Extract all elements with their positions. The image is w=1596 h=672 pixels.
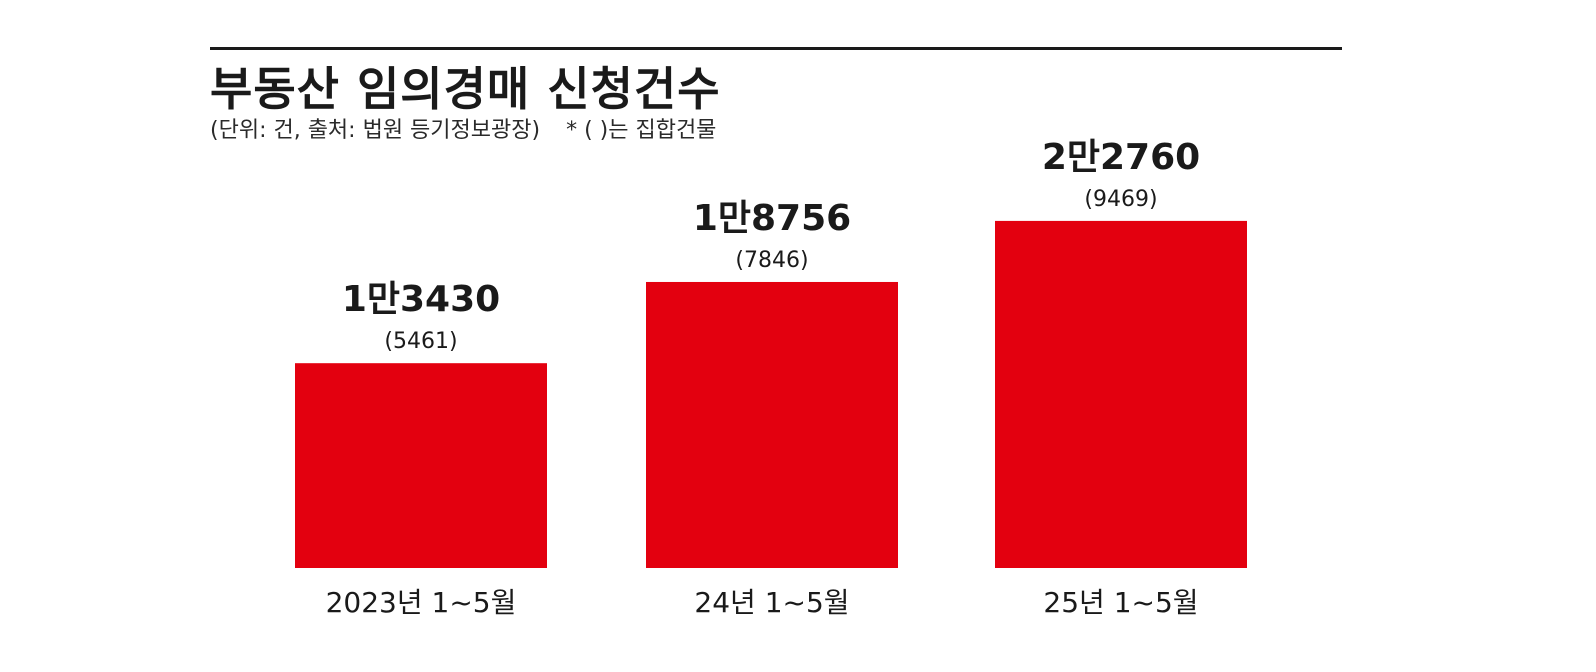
value-label-1: 1만3430: [342, 279, 500, 320]
unit-source-note: (단위: 건, 출처: 법원 등기정보광장): [210, 118, 541, 143]
chart-subtitle: (단위: 건, 출처: 법원 등기정보광장) * ( )는 집합건물: [210, 117, 716, 145]
value-label-2: 1만8756: [693, 198, 851, 239]
category-label-3: 25년 1~5월: [1043, 586, 1198, 619]
category-label-2: 24년 1~5월: [694, 586, 849, 619]
sub-label-3: (9469): [1084, 187, 1157, 212]
bar-3: [995, 220, 1247, 568]
footnote: * ( )는 집합건물: [566, 118, 717, 143]
value-label-3: 2만2760: [1042, 137, 1200, 178]
sub-label-1: (5461): [384, 329, 457, 354]
sub-label-2: (7846): [735, 248, 808, 273]
top-rule: [210, 47, 1342, 50]
bar-1: [295, 363, 547, 568]
chart-title: 부동산 임의경매 신청건수: [210, 62, 721, 116]
bar-2: [646, 281, 898, 568]
category-label-1: 2023년 1~5월: [326, 586, 517, 619]
